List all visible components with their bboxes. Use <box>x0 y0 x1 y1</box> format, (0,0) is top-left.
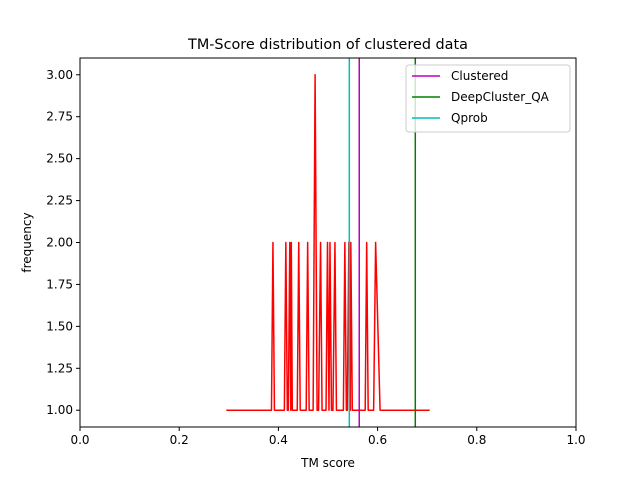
y-axis-label: frequency <box>20 212 34 272</box>
legend-box <box>405 64 571 133</box>
y-tick-label: 2.75 <box>46 110 73 124</box>
series-line <box>226 74 430 411</box>
y-tick-label: 2.50 <box>46 152 73 166</box>
legend-label: Qprob <box>451 111 488 125</box>
y-tick-label: 1.25 <box>46 361 73 375</box>
x-axis-label: TM score <box>300 456 355 470</box>
chart-title: TM-Score distribution of clustered data <box>187 37 468 53</box>
legend: Clustered DeepCluster_QA Qprob <box>405 64 571 133</box>
plot-lines <box>226 58 430 427</box>
y-tick-label: 2.00 <box>46 236 73 250</box>
y-tick-label: 2.25 <box>46 194 73 208</box>
y-tick-label: 1.75 <box>46 277 73 291</box>
y-tick-label: 1.50 <box>46 319 73 333</box>
x-tick-label: 0.4 <box>269 433 288 447</box>
x-tick-label: 0.0 <box>70 433 89 447</box>
x-axis-ticks: 0.0 0.2 0.4 0.6 0.8 1.0 <box>70 427 586 447</box>
y-axis-ticks: 1.00 1.25 1.50 1.75 2.00 2.25 2.50 2.75 3.00 <box>46 68 80 417</box>
y-tick-label: 1.00 <box>46 403 73 417</box>
x-tick-label: 1.0 <box>566 433 585 447</box>
x-tick-label: 0.8 <box>467 433 486 447</box>
x-tick-label: 0.6 <box>368 433 387 447</box>
legend-label: DeepCluster_QA <box>451 90 550 104</box>
y-tick-label: 3.00 <box>46 68 73 82</box>
x-tick-label: 0.2 <box>170 433 189 447</box>
legend-label: Clustered <box>451 69 508 83</box>
